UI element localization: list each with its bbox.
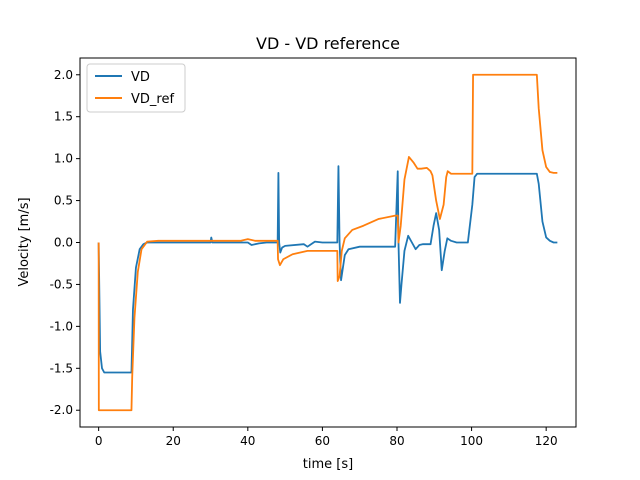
x-axis-label: time [s] xyxy=(303,457,353,472)
y-axis: -2.0 -1.5 -1.0 -0.5 0.0 0.5 1.0 1.5 2.0 xyxy=(50,68,80,417)
y-tick-label: 1.0 xyxy=(54,152,73,166)
legend-label-vd: VD xyxy=(131,70,150,85)
x-tick-label: 20 xyxy=(166,434,181,448)
y-tick-label: 0.5 xyxy=(54,194,73,208)
x-tick-label: 100 xyxy=(460,434,483,448)
x-tick-label: 0 xyxy=(95,434,103,448)
chart-title: VD - VD reference xyxy=(256,34,400,53)
series-group xyxy=(97,73,558,412)
y-tick-label: -0.5 xyxy=(50,277,73,291)
x-tick-label: 120 xyxy=(535,434,558,448)
y-tick-label: -2.0 xyxy=(50,403,73,417)
y-axis-label: Velocity [m/s] xyxy=(17,197,32,286)
y-tick-label: -1.0 xyxy=(50,319,73,333)
x-axis: 0 20 40 60 80 100 120 xyxy=(95,427,558,448)
x-tick-label: 60 xyxy=(315,434,330,448)
x-tick-label: 40 xyxy=(240,434,255,448)
y-tick-label: -1.5 xyxy=(50,361,73,375)
y-tick-label: 2.0 xyxy=(54,68,73,82)
y-tick-label: 0.0 xyxy=(54,236,73,250)
legend: VD VD_ref xyxy=(86,63,186,113)
x-tick-label: 80 xyxy=(389,434,404,448)
legend-label-vd-ref: VD_ref xyxy=(131,92,174,107)
series-line-vd-ref xyxy=(97,73,558,412)
series-line-vd xyxy=(97,165,558,374)
y-tick-label: 1.5 xyxy=(54,110,73,124)
